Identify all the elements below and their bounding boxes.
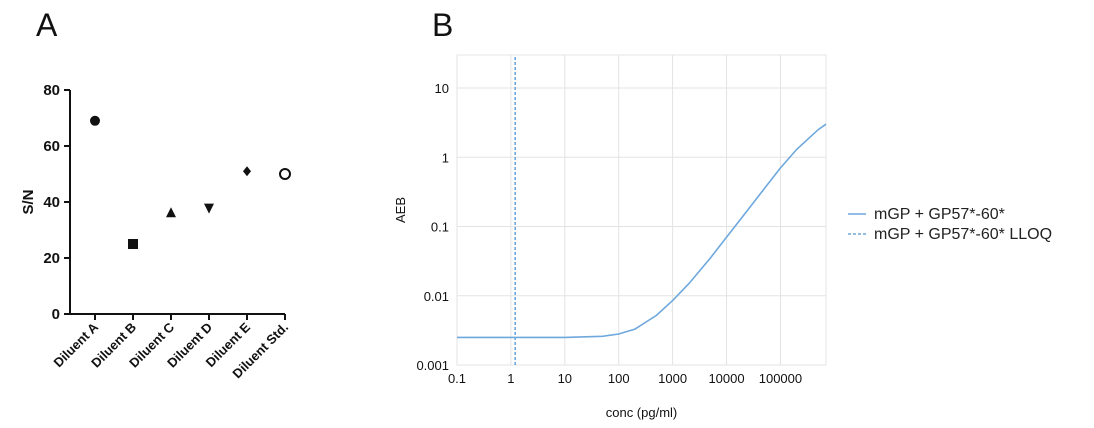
b-x-tick-label-0: 0.1 bbox=[448, 371, 466, 386]
b-x-tick-label-2: 10 bbox=[558, 371, 572, 386]
a-point-4 bbox=[243, 166, 251, 177]
b-y-tick-label-1: 0.01 bbox=[424, 289, 449, 304]
b-y-axis-label: AEB bbox=[393, 197, 408, 223]
a-y-tick-label-1: 20 bbox=[43, 250, 60, 267]
b-x-tick-label-5: 10000 bbox=[708, 371, 744, 386]
b-plot-area bbox=[456, 54, 827, 366]
b-x-axis-label: conc (pg/ml) bbox=[606, 405, 678, 420]
a-y-tick-label-0: 0 bbox=[52, 306, 60, 323]
a-y-tick-label-4: 80 bbox=[43, 82, 60, 99]
b-y-tick-label-4: 10 bbox=[435, 81, 449, 96]
a-y-tick-label-3: 60 bbox=[43, 138, 60, 155]
b-x-tick-label-1: 1 bbox=[507, 371, 514, 386]
a-point-5 bbox=[279, 168, 291, 180]
a-y-tick-label-2: 40 bbox=[43, 194, 60, 211]
a-y-axis-label: S/N bbox=[20, 189, 37, 214]
b-x-tick-label-3: 100 bbox=[608, 371, 630, 386]
b-x-tick-label-4: 1000 bbox=[658, 371, 687, 386]
b-y-tick-label-0: 0.001 bbox=[416, 358, 449, 373]
b-legend-label-1: mGP + GP57*-60* LLOQ bbox=[874, 226, 1052, 243]
a-point-1 bbox=[128, 239, 138, 249]
b-y-tick-label-3: 1 bbox=[442, 150, 449, 165]
panel-letter-b: B bbox=[432, 7, 453, 43]
b-legend-label-0: mGP + GP57*-60* bbox=[874, 206, 1005, 223]
panel-letter-a: A bbox=[36, 7, 58, 43]
b-x-tick-label-6: 100000 bbox=[759, 371, 802, 386]
a-point-3 bbox=[204, 203, 214, 214]
b-series-line-0 bbox=[457, 123, 827, 339]
a-point-2 bbox=[166, 207, 176, 218]
a-point-0 bbox=[90, 115, 100, 126]
b-y-tick-label-2: 0.1 bbox=[431, 220, 449, 235]
